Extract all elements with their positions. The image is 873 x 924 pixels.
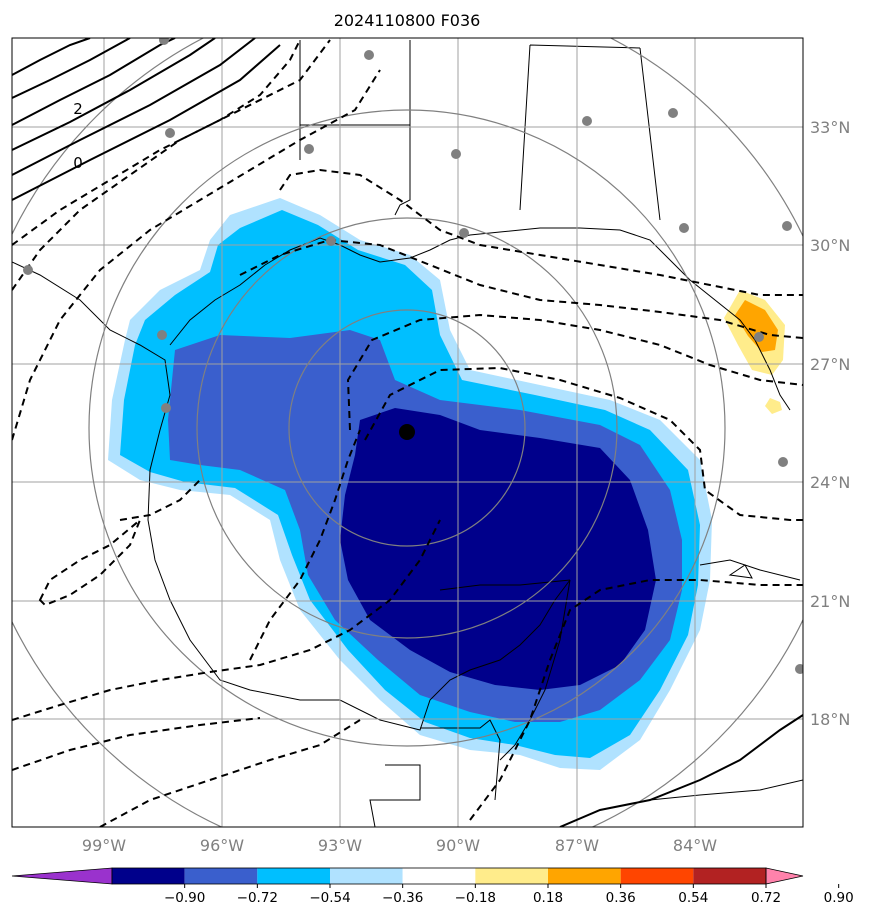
lon-label-93w: 93°W bbox=[318, 836, 362, 855]
colorbar-tick-label: 0.36 bbox=[606, 890, 636, 906]
contour-label-2: 2 bbox=[73, 100, 83, 118]
coastlines-borders bbox=[12, 40, 803, 827]
colorbar-tick-label: 0.54 bbox=[678, 890, 708, 906]
lon-label-99w: 99°W bbox=[82, 836, 126, 855]
colorbar-swatch bbox=[112, 868, 185, 884]
lat-label-27n: 27°N bbox=[810, 355, 850, 374]
lat-label-21n: 21°N bbox=[810, 592, 850, 611]
colorbar-swatch bbox=[693, 868, 766, 884]
solid-contours bbox=[12, 38, 803, 827]
lon-label-87w: 87°W bbox=[555, 836, 599, 855]
contour-label-0: 0 bbox=[73, 154, 83, 172]
colorbar: −0.90 −0.72 −0.54 −0.36 −0.18 0.18 0.36 0.54 0.7… bbox=[11, 867, 854, 906]
lat-label-18n: 18°N bbox=[810, 710, 850, 729]
lon-label-90w: 90°W bbox=[436, 836, 480, 855]
colorbar-swatch bbox=[330, 868, 403, 884]
colorbar-swatch bbox=[620, 868, 694, 884]
colorbar-tick-label: 0.72 bbox=[751, 890, 781, 906]
colorbar-tick-label: 0.90 bbox=[824, 890, 854, 906]
map-title: 2024110800 F036 bbox=[334, 11, 481, 30]
lat-label-33n: 33°N bbox=[810, 118, 850, 137]
map-frame bbox=[11, 37, 804, 828]
shade-pos-orange bbox=[735, 300, 778, 352]
dashed-contours bbox=[12, 39, 803, 827]
colorbar-tick-label: −0.72 bbox=[237, 890, 278, 906]
colorbar-extend-low bbox=[11, 867, 113, 885]
colorbar-swatch bbox=[402, 868, 476, 884]
colorbar-swatch bbox=[475, 868, 548, 884]
colorbar-swatch bbox=[184, 868, 258, 884]
lon-label-84w: 84°W bbox=[673, 836, 717, 855]
shade-pos-light-small bbox=[765, 398, 782, 414]
colorbar-tick-label: −0.18 bbox=[455, 890, 496, 906]
latitude-labels: 33°N 30°N 27°N 24°N 21°N 18°N bbox=[810, 118, 850, 729]
colorbar-tick-label: −0.54 bbox=[309, 890, 350, 906]
colorbar-swatch bbox=[548, 868, 621, 884]
colorbar-tick-label: −0.90 bbox=[164, 890, 205, 906]
lon-label-96w: 96°W bbox=[200, 836, 244, 855]
colorbar-tick-label: 0.18 bbox=[533, 890, 563, 906]
colorbar-swatch bbox=[257, 868, 330, 884]
station-markers bbox=[23, 38, 803, 674]
colorbar-frame bbox=[111, 867, 767, 885]
lat-label-30n: 30°N bbox=[810, 236, 850, 255]
lat-lon-grid bbox=[12, 38, 803, 827]
range-rings bbox=[12, 38, 803, 827]
shaded-anomaly-field bbox=[108, 198, 785, 770]
colorbar-tick-label: −0.36 bbox=[382, 890, 423, 906]
map-panel: 2 0 bbox=[12, 38, 803, 827]
longitude-labels: 99°W 96°W 93°W 90°W 87°W 84°W bbox=[82, 836, 717, 855]
colorbar-extend-high bbox=[765, 867, 804, 885]
storm-center-marker bbox=[399, 424, 415, 440]
lat-label-24n: 24°N bbox=[810, 473, 850, 492]
